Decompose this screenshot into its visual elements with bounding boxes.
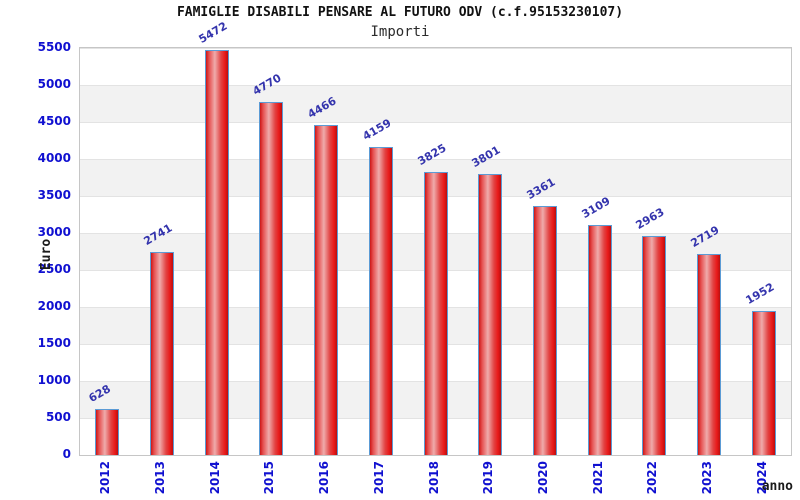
x-tick-label-2012: 2012: [98, 461, 113, 495]
bar-value-label: 4159: [360, 116, 394, 144]
bar-value-label: 3361: [524, 175, 558, 203]
y-tick-label: 2500: [37, 262, 71, 276]
bar-2024: [751, 310, 776, 455]
bar-2017: [368, 147, 393, 455]
x-tick-label-2015: 2015: [262, 461, 277, 495]
bar-value-label: 3109: [579, 194, 613, 221]
bar-2021: [587, 224, 612, 455]
x-tick-label-2014: 2014: [207, 461, 222, 495]
x-tick-label-2016: 2016: [317, 461, 332, 495]
bar-2022: [642, 235, 667, 455]
x-tick-label-2020: 2020: [535, 461, 550, 495]
bar-value-label: 2719: [688, 223, 722, 250]
bar-value-label: 2741: [141, 221, 175, 249]
bar-value-label: 3801: [469, 143, 503, 170]
y-axis-title: Euro: [39, 238, 55, 271]
chart-subtitle: Importi: [370, 24, 430, 40]
bar-value-label: 4770: [250, 71, 284, 99]
chart-title: FAMIGLIE DISABILI PENSARE AL FUTURO ODV …: [176, 5, 624, 20]
y-tick-label: 3500: [37, 188, 71, 202]
bar-2013: [150, 252, 175, 455]
x-tick-label-2022: 2022: [645, 461, 660, 495]
x-tick-label-2023: 2023: [699, 461, 714, 495]
bar-2014: [204, 50, 229, 455]
bar-2019: [478, 173, 503, 455]
y-tick-label: 1500: [37, 336, 71, 350]
x-tick-label-2021: 2021: [590, 461, 605, 495]
y-tick-label: 4000: [37, 151, 71, 165]
x-axis: 2012 2013 2014 2015 2016 2017 2018 2019 2020 2021…: [79, 459, 790, 500]
bar-2015: [259, 102, 284, 455]
bar-2020: [532, 206, 557, 455]
bar-2012: [95, 408, 120, 455]
y-tick-label: 4500: [37, 114, 71, 128]
bar-value-label: 4466: [305, 93, 339, 121]
bar-2023: [696, 253, 721, 455]
y-tick-label: 2000: [37, 299, 71, 313]
x-tick-label-2013: 2013: [153, 461, 168, 495]
x-tick-label-2018: 2018: [426, 461, 441, 495]
bar-value-label: 628: [86, 381, 114, 405]
x-axis-title: anno: [761, 479, 793, 494]
bar-2018: [423, 171, 448, 455]
bar-value-label: 3825: [415, 141, 449, 168]
plot-area: 628 2741 5472 4770 4466 4159 3825 3801 3361 3109 2…: [79, 20, 792, 456]
y-tick-label: 5000: [37, 77, 71, 91]
x-tick-label-2017: 2017: [371, 461, 386, 495]
bar-2016: [314, 124, 339, 455]
y-axis: 0 500 1000 1500 2000 2500 3000 3500 4000 4500 5000…: [0, 40, 73, 461]
bar-value-label: 2963: [633, 205, 667, 232]
y-tick-label: 5500: [37, 40, 71, 54]
x-tick-label-2019: 2019: [481, 461, 496, 495]
y-tick-label: 1000: [37, 373, 71, 387]
y-tick-label: 500: [45, 410, 71, 424]
y-tick-label: 3000: [37, 225, 71, 239]
y-tick-label: 0: [62, 447, 71, 461]
bar-value-label: 1952: [743, 279, 777, 307]
